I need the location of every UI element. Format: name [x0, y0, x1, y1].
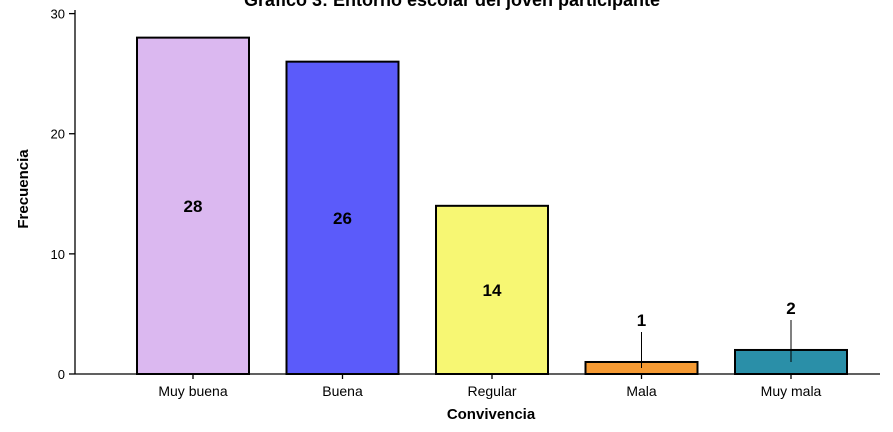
data-label: 26: [333, 209, 352, 228]
data-labels: 28 26 14 1 2: [184, 197, 796, 368]
y-tick-label: 10: [51, 247, 65, 262]
x-axis-title: Convivencia: [447, 406, 536, 423]
x-tick-label: Muy mala: [761, 383, 822, 399]
x-tick-label: Buena: [322, 383, 363, 399]
y-tick-label: 20: [51, 127, 65, 142]
bar: [285, 60, 400, 375]
data-label: 14: [483, 281, 502, 300]
bar: [435, 204, 549, 375]
bar: [136, 36, 250, 375]
x-tick-label: Muy buena: [158, 383, 227, 399]
data-label: 28: [184, 197, 203, 216]
data-label: 2: [786, 299, 795, 318]
y-tick-label: 30: [51, 7, 65, 22]
axes: 0 10 20 30 Muy buena Buena Regular Mala Muy mala: [51, 7, 880, 399]
y-axis-title: Frecuencia: [15, 149, 32, 229]
x-tick-label: Regular: [467, 383, 516, 399]
x-tick-label: Mala: [626, 383, 657, 399]
chart-title-group: Gráfico 3: Entorno escolar del joven par…: [244, 0, 660, 10]
bars: [136, 36, 848, 376]
data-label: 1: [637, 311, 646, 330]
chart-title: Gráfico 3: Entorno escolar del joven par…: [244, 0, 660, 10]
y-tick-label: 0: [58, 367, 65, 382]
